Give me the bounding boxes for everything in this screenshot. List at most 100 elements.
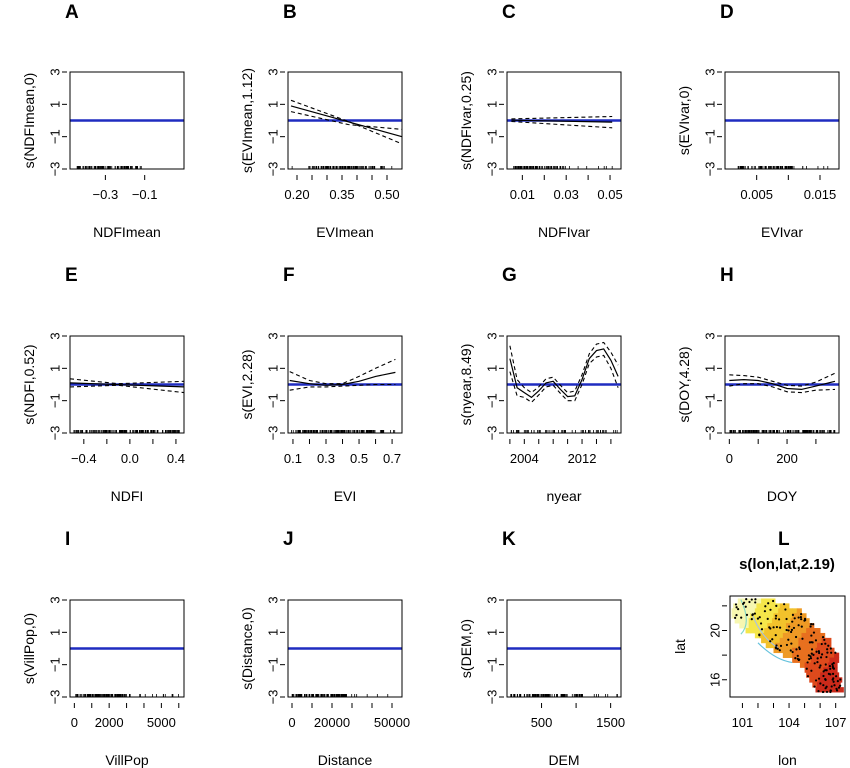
surface-cell <box>815 652 821 658</box>
data-point <box>792 626 796 630</box>
data-point <box>827 644 830 647</box>
surface-cell <box>813 667 819 673</box>
surface-cell <box>804 667 810 673</box>
data-point <box>797 624 800 627</box>
panel-frame <box>69 71 185 170</box>
panel-F: F 0.1 0.3 0.5 0.7 −3 −1 1 3 EVI s(EVI,2.28) <box>239 265 403 504</box>
surface-cell <box>754 632 760 639</box>
surface-cell <box>834 672 840 678</box>
y-tick-label: 1 <box>47 365 62 372</box>
y-tick-label: 1 <box>484 365 499 372</box>
surface-cell <box>827 667 833 673</box>
surface-cell <box>754 628 760 634</box>
surface-cell <box>810 672 816 678</box>
y-tick-label: 16 <box>707 673 722 687</box>
surface-cell <box>765 598 771 604</box>
panel-frame <box>69 599 185 698</box>
y-tick-label: −3 <box>265 690 280 705</box>
surface-cell <box>820 687 826 693</box>
y-axis-label: s(EVI,2.28) <box>239 349 255 419</box>
x-tick-label: 50000 <box>374 715 410 730</box>
surface-cell <box>731 613 737 619</box>
y-tick-label: −3 <box>47 426 62 441</box>
data-point <box>813 685 816 688</box>
data-point <box>814 639 818 642</box>
surface-cell <box>810 657 816 663</box>
data-point <box>766 617 769 620</box>
confidence-band-line <box>509 341 619 394</box>
y-axis <box>280 71 285 170</box>
panel-frame <box>724 71 840 170</box>
surface-cell <box>756 598 762 604</box>
panel-letter: D <box>720 2 734 23</box>
data-point <box>816 661 819 664</box>
surface-cell <box>829 687 835 693</box>
data-point <box>810 623 813 626</box>
x-tick-label: 20000 <box>314 715 350 730</box>
surface-cell <box>756 603 762 609</box>
y-tick-label: −1 <box>47 393 62 408</box>
x-axis-label: VillPop <box>105 752 149 768</box>
data-point <box>812 631 816 634</box>
y-tick-label: 1 <box>265 629 280 636</box>
map-title: s(lon,lat,2.19) <box>739 556 835 573</box>
y-tick-label: −1 <box>702 393 717 408</box>
data-point <box>775 644 778 647</box>
surface-cell <box>809 662 815 668</box>
surface-cell <box>801 652 807 658</box>
data-point <box>819 656 823 659</box>
panel-frame <box>69 335 185 434</box>
confidence-band-line <box>290 99 403 145</box>
surface-cell <box>820 647 826 654</box>
y-axis <box>280 335 285 434</box>
x-tick-label: 0 <box>71 715 78 730</box>
surface-cell <box>815 647 821 654</box>
x-axis-label: DEM <box>548 752 579 768</box>
surface-cell <box>768 628 774 634</box>
x-tick-label: 0.1 <box>284 451 302 466</box>
confidence-band-line <box>511 115 613 120</box>
panel-letter: L <box>778 529 790 550</box>
data-point <box>830 651 833 654</box>
surface-cell <box>815 628 821 634</box>
data-point <box>788 625 791 628</box>
surface-cell <box>757 623 764 629</box>
surface-cell <box>782 608 788 614</box>
data-point <box>810 641 813 644</box>
surface-cell <box>776 618 782 624</box>
data-point <box>779 644 783 647</box>
surface-cell <box>827 677 833 683</box>
x-tick-label: 2004 <box>510 451 539 466</box>
surface-cell <box>759 632 765 639</box>
x-axis <box>728 439 817 444</box>
data-point <box>750 598 753 601</box>
surface-cell <box>815 687 821 693</box>
data-point <box>744 605 747 608</box>
surface-cell <box>753 623 759 629</box>
x-tick-label: 500 <box>531 715 553 730</box>
x-tick-label: −0.4 <box>71 451 97 466</box>
surface-cell <box>759 608 765 614</box>
surface-cell <box>787 628 793 634</box>
y-tick-label: 1 <box>47 101 62 108</box>
data-point <box>829 689 833 692</box>
surface-cell <box>801 657 807 663</box>
panel-letter: J <box>283 529 294 550</box>
y-tick-label: −1 <box>47 657 62 672</box>
y-axis-label: s(VillPop,0) <box>21 613 37 684</box>
data-point <box>834 651 837 654</box>
data-point <box>820 653 824 656</box>
surface-cell <box>739 618 745 624</box>
data-point <box>783 603 786 606</box>
surface-cell <box>733 603 739 609</box>
surface-cell <box>770 637 776 644</box>
surface-cell <box>775 637 781 644</box>
surface-cell <box>784 603 790 609</box>
surface-cell <box>807 637 813 644</box>
surface-cell <box>742 598 748 604</box>
surface-cell <box>826 637 832 644</box>
data-point <box>735 606 738 609</box>
y-tick-label: −3 <box>702 426 717 441</box>
data-point <box>826 648 829 651</box>
surface-cell <box>773 628 779 634</box>
